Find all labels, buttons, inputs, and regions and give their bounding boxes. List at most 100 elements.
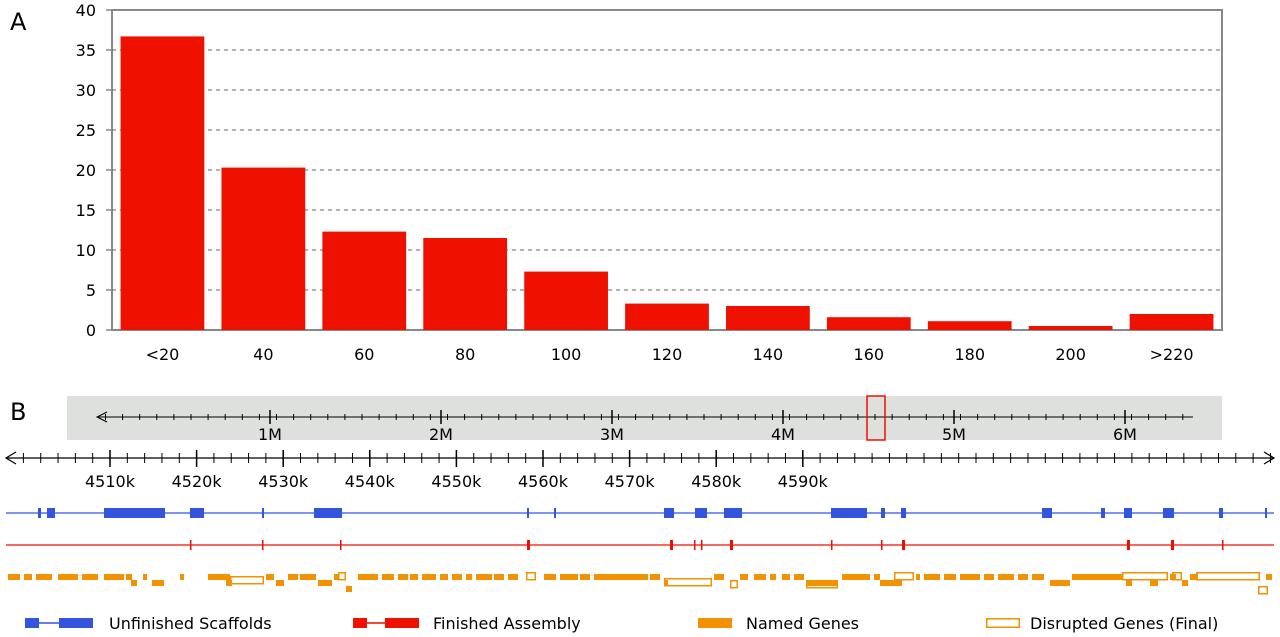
scaffold-segment <box>38 508 41 518</box>
x-tick-label: 160 <box>854 345 885 364</box>
y-tick-label: 0 <box>86 321 96 340</box>
disrupted-gene <box>338 572 346 581</box>
y-tick-label: 5 <box>86 281 96 300</box>
named-gene <box>664 580 668 586</box>
named-gene <box>208 574 230 580</box>
named-gene <box>1126 580 1132 586</box>
named-gene <box>276 580 284 586</box>
named-gene <box>1182 580 1188 586</box>
x-tick-label: 180 <box>954 345 985 364</box>
detail-tick-label: 4540k <box>345 472 396 491</box>
named-gene <box>650 574 660 580</box>
disrupted-gene <box>1196 572 1260 581</box>
panel-label-a: A <box>10 8 27 36</box>
finished-segment <box>881 540 883 550</box>
disrupted-gene <box>806 580 838 589</box>
named-gene <box>714 574 724 580</box>
disrupted-gene <box>230 576 264 585</box>
scaffold-segment <box>314 508 342 518</box>
finished-segment <box>730 540 733 550</box>
disrupted-gene <box>730 580 738 589</box>
scaffold-segment <box>1163 508 1174 518</box>
detail-tick-label: 4570k <box>605 472 656 491</box>
named-gene <box>960 574 980 580</box>
bar <box>826 317 911 330</box>
overview-selection-box[interactable] <box>866 395 886 441</box>
detail-tick-label: 4560k <box>518 472 569 491</box>
named-gene <box>288 574 298 580</box>
scaffold-segment <box>1042 508 1052 518</box>
detail-tick-label: 4590k <box>778 472 829 491</box>
named-gene <box>782 574 790 580</box>
named-gene <box>398 574 408 580</box>
disrupted-gene <box>526 572 536 581</box>
detail-tick-label: 4510k <box>85 472 136 491</box>
scaffold-segment <box>1124 508 1132 518</box>
bar <box>524 271 608 330</box>
x-tick-label: 40 <box>253 345 273 364</box>
named-gene <box>266 574 274 580</box>
named-gene <box>740 574 748 580</box>
finished-segment <box>1127 540 1130 550</box>
y-tick-label: 35 <box>76 41 96 60</box>
detail-arrow-right[interactable] <box>1263 451 1276 465</box>
named-gene <box>104 574 124 580</box>
scaffold-segment <box>881 508 885 518</box>
named-gene <box>300 574 316 580</box>
detail-arrow-left[interactable] <box>4 451 17 465</box>
genome-detail-view: 4510k 4520k 4530k 4540k 4550k 4560k 4570k 4580k… <box>4 450 1276 595</box>
x-tick-label: >220 <box>1150 345 1194 364</box>
named-gene <box>410 574 418 580</box>
named-gene <box>82 574 98 580</box>
legend-finished-assembly: Finished Assembly <box>353 610 581 636</box>
overview-tick-label: 3M <box>600 425 624 443</box>
finished-assembly-track <box>6 540 1274 550</box>
named-gene <box>874 574 880 580</box>
bar <box>322 231 407 330</box>
overview-tick-label: 2M <box>429 425 453 443</box>
finished-segment <box>831 540 833 550</box>
x-tick-label: 200 <box>1055 345 1086 364</box>
legend-disrupted-genes: Disrupted Genes (Final) <box>986 610 1218 636</box>
named-gene <box>1050 580 1070 586</box>
y-tick-label: 20 <box>76 161 96 180</box>
named-gene <box>1018 574 1028 580</box>
unfinished-scaffolds-swatch <box>25 618 93 628</box>
scaffold-segment <box>262 508 264 518</box>
bar-chart: 0 5 10 15 20 25 30 35 40 <20 40 60 80 100 120 140 160 18… <box>76 1 1223 364</box>
finished-segment <box>1222 540 1224 550</box>
named-gene <box>24 574 32 580</box>
scaffold-segment <box>1101 508 1105 518</box>
named-gene <box>226 580 232 586</box>
overview-tick-label: 1M <box>258 425 282 443</box>
x-tick-label: 120 <box>652 345 683 364</box>
overview-background <box>67 396 1222 440</box>
finished-segment <box>340 540 342 550</box>
panel-label-b: B <box>10 398 27 426</box>
named-gene <box>560 574 578 580</box>
scaffold-segment <box>664 508 668 518</box>
scaffold-segment <box>668 508 674 518</box>
named-gene <box>944 574 956 580</box>
legend-named-genes: Named Genes <box>698 610 859 636</box>
finished-segment <box>527 540 530 550</box>
named-gene <box>494 574 504 580</box>
named-gene <box>131 580 137 586</box>
genes-track <box>8 572 1272 595</box>
named-gene <box>806 580 838 586</box>
named-gene <box>984 574 994 580</box>
named-gene <box>754 574 766 580</box>
named-genes-swatch <box>698 618 732 628</box>
named-gene <box>508 574 518 580</box>
named-gene <box>998 574 1014 580</box>
named-gene <box>58 574 78 580</box>
legend-unfinished-scaffolds-label: Unfinished Scaffolds <box>109 613 272 633</box>
named-gene <box>452 574 462 580</box>
x-tick-label: <20 <box>146 345 180 364</box>
unfinished-scaffolds-track <box>6 508 1274 518</box>
finished-segment <box>902 540 905 550</box>
named-gene <box>770 574 776 580</box>
y-tick-label: 40 <box>76 1 96 20</box>
genome-overview: 1M 2M 3M 4M 5M 6M <box>67 395 1222 443</box>
named-gene <box>1032 574 1044 580</box>
